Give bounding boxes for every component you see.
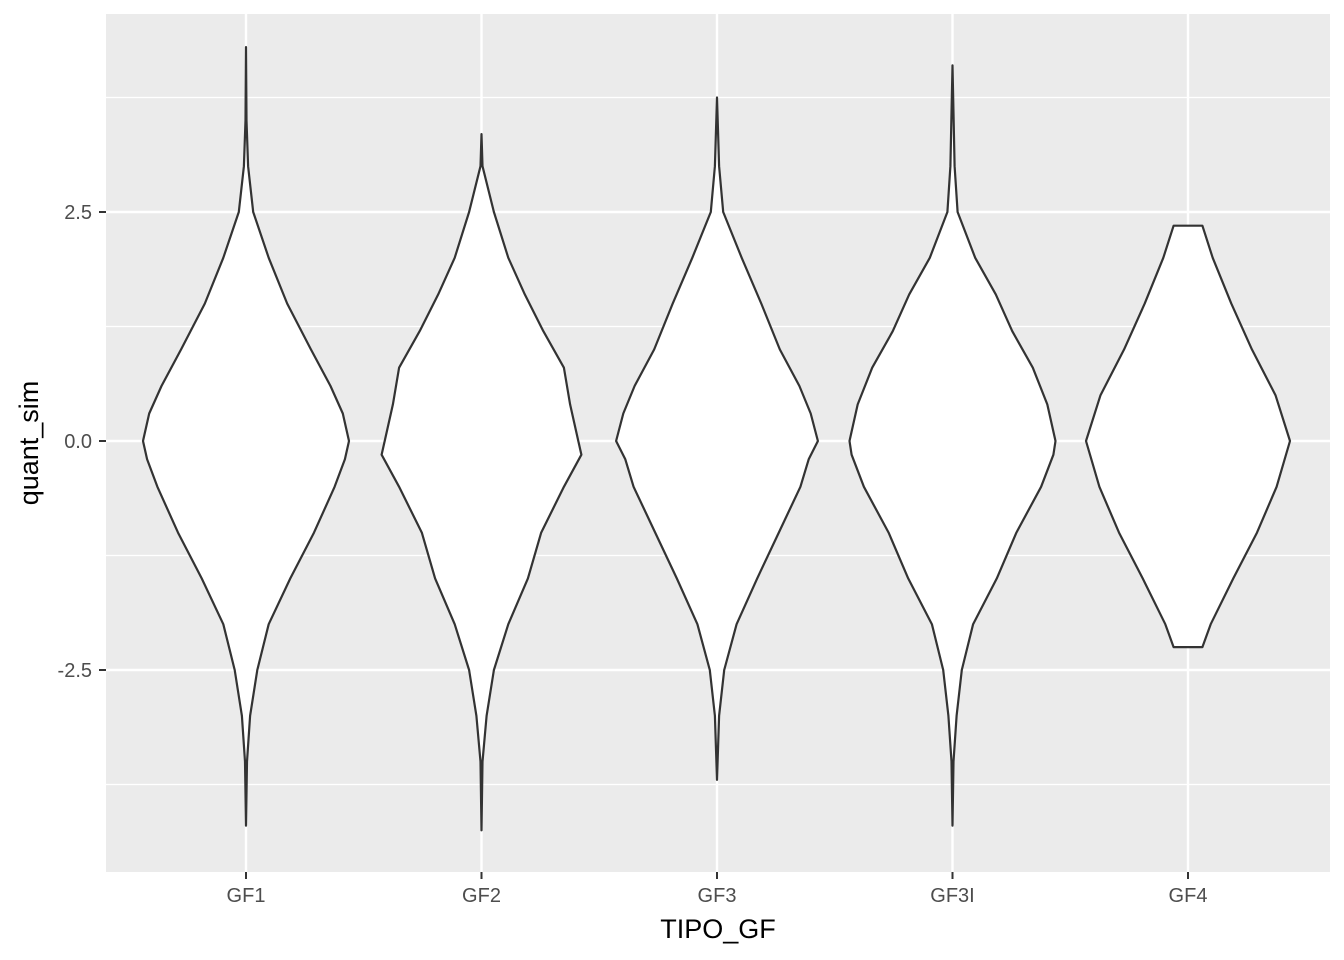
x-tick-label-gf1: GF1 [227, 885, 266, 907]
y-tick-label: -2.5 [58, 660, 92, 682]
violin-gf4 [1084, 224, 1292, 649]
violin-gf3i [848, 64, 1057, 827]
x-tick-label-gf2: GF2 [462, 885, 501, 907]
violin-gf3 [615, 96, 819, 781]
violin-gf2 [380, 133, 583, 832]
y-tick-label: 0.0 [64, 431, 92, 453]
x-axis-title: TIPO_GF [660, 914, 776, 944]
violin-gf1 [141, 46, 351, 827]
y-axis-title: quant_sim [14, 381, 44, 506]
x-tick-label-gf4: GF4 [1169, 885, 1208, 907]
x-tick-label-gf3i: GF3I [930, 885, 974, 907]
violins [141, 46, 1292, 832]
y-axis: -2.5 0.0 2.5 [58, 202, 106, 682]
x-axis: GF1 GF2 GF3 GF3I GF4 [227, 872, 1208, 907]
y-tick-label: 2.5 [64, 202, 92, 224]
x-tick-label-gf3: GF3 [698, 885, 737, 907]
